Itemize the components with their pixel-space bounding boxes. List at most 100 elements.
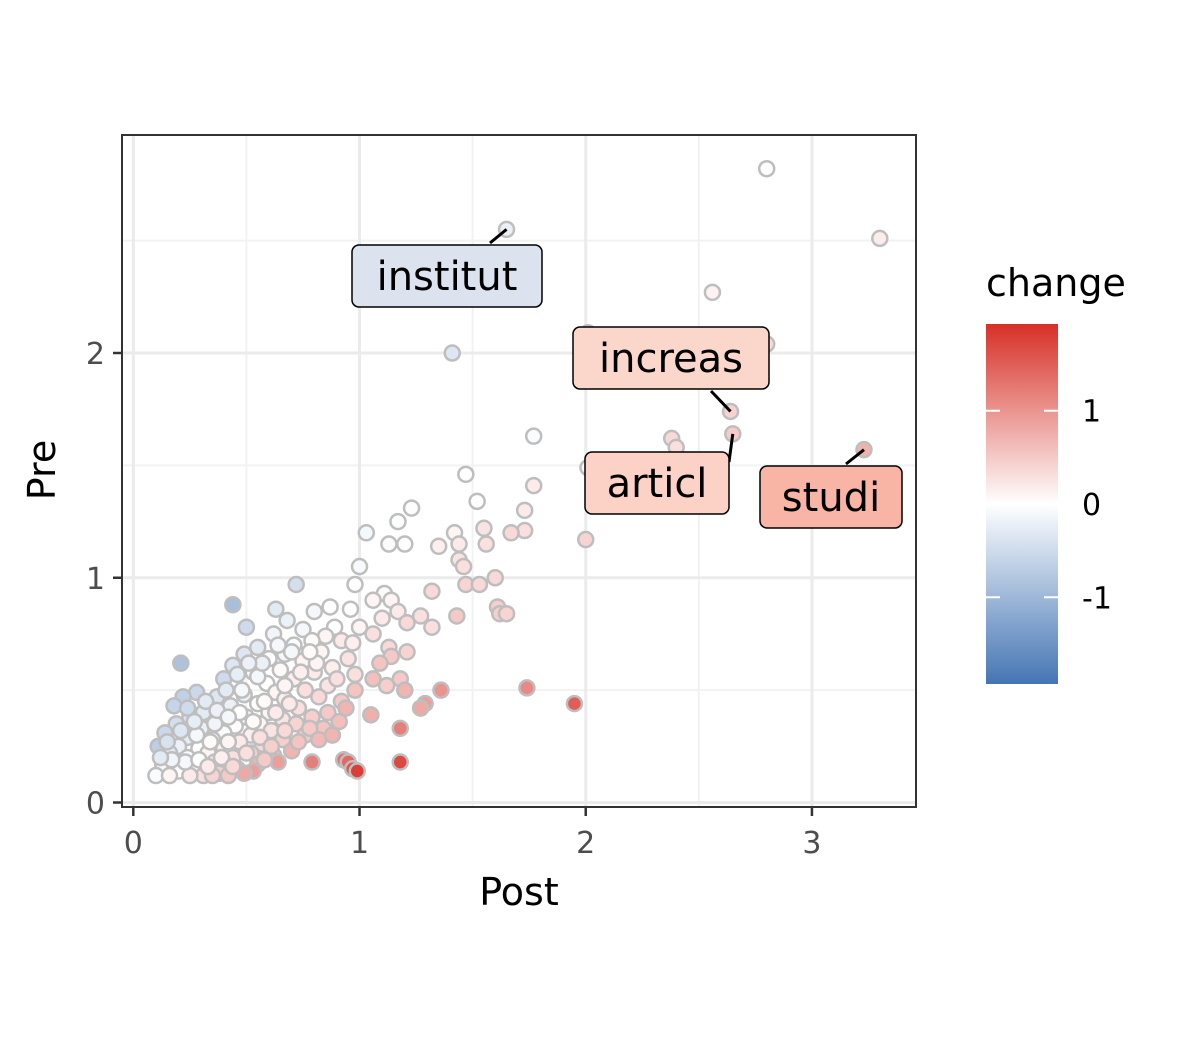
- legend-label: 1: [1082, 395, 1101, 430]
- data-point: [255, 692, 274, 711]
- data-point: [276, 721, 294, 740]
- data-point: [423, 582, 441, 600]
- data-point: [350, 557, 369, 576]
- data-point: [267, 600, 285, 618]
- data-point: [255, 751, 274, 769]
- data-point: [362, 706, 380, 724]
- data-point: [524, 427, 543, 445]
- data-point: [269, 636, 287, 654]
- data-point: [396, 681, 414, 699]
- data-point: [380, 535, 398, 553]
- data-point: [287, 575, 305, 594]
- data-point: [411, 699, 430, 717]
- data-point: [296, 681, 314, 699]
- data-point: [291, 663, 310, 681]
- data-point: [364, 591, 382, 609]
- annotation-connector: [489, 228, 508, 245]
- legend: change 1 0 -1: [986, 261, 1126, 684]
- annotation-box: [759, 465, 903, 529]
- data-point: [371, 654, 389, 672]
- data-point: [757, 159, 776, 178]
- data-point: [486, 569, 504, 587]
- data-point: [565, 694, 584, 713]
- annotation-box: [572, 326, 770, 390]
- data-point: [364, 625, 382, 643]
- y-tick-label: 1: [86, 562, 105, 597]
- data-point: [224, 595, 242, 614]
- data-point: [343, 634, 362, 652]
- data-point: [271, 661, 290, 679]
- annotation-articl: articl: [584, 433, 735, 515]
- data-point: [212, 748, 231, 767]
- data-point: [323, 726, 342, 744]
- data-point: [280, 694, 299, 713]
- data-point: [251, 728, 269, 747]
- data-point: [330, 712, 348, 731]
- data-point: [518, 679, 536, 697]
- data-point: [310, 688, 328, 706]
- data-point: [703, 283, 722, 302]
- y-axis-title: Pre: [20, 440, 64, 500]
- data-point: [158, 733, 176, 751]
- data-point: [350, 618, 369, 636]
- data-point: [341, 600, 360, 618]
- data-point: [432, 681, 450, 699]
- data-point: [319, 703, 337, 722]
- data-point: [457, 465, 475, 484]
- data-point: [217, 681, 235, 699]
- data-point: [448, 607, 466, 625]
- data-point: [396, 535, 414, 553]
- data-point: [228, 665, 247, 684]
- data-point: [348, 762, 367, 780]
- annotation-connector: [845, 448, 865, 466]
- annotation-label: articl: [607, 461, 708, 507]
- data-point: [196, 692, 215, 711]
- data-point: [364, 670, 382, 688]
- data-point: [199, 757, 217, 776]
- data-point: [289, 733, 308, 751]
- data-point: [423, 618, 441, 636]
- legend-ticks: 1 0 -1: [986, 395, 1112, 616]
- annotations: institut increas articl studi: [351, 228, 903, 529]
- panel-border: [121, 134, 917, 808]
- data-point: [172, 721, 190, 740]
- annotation-box: [351, 244, 543, 308]
- annotation-connector: [727, 433, 735, 463]
- data-point: [346, 575, 364, 594]
- annotation-connector: [709, 389, 732, 413]
- data-point: [402, 499, 421, 517]
- data-point: [391, 753, 409, 771]
- data-point: [282, 643, 301, 661]
- data-point: [346, 665, 364, 684]
- data-point: [248, 638, 267, 657]
- data-point: [454, 557, 473, 576]
- data-point: [450, 535, 468, 553]
- annotation-label: institut: [377, 254, 518, 300]
- data-point: [477, 535, 495, 553]
- annotation-label: studi: [782, 475, 880, 521]
- data-point: [185, 712, 204, 731]
- data-point: [178, 699, 197, 717]
- data-point: [233, 681, 251, 699]
- annotation-studi: studi: [759, 448, 903, 529]
- axes: 0 1 2 3 0 1 2: [86, 337, 822, 861]
- data-point: [301, 719, 319, 738]
- data-point: [219, 733, 238, 751]
- data-point: [389, 512, 407, 531]
- y-tick-label: 0: [86, 787, 105, 822]
- x-tick-label: 1: [350, 826, 369, 861]
- data-point: [303, 753, 321, 771]
- data-point: [339, 649, 357, 668]
- data-point: [237, 744, 256, 762]
- data-point: [391, 719, 409, 738]
- annotation-label: increas: [599, 336, 743, 382]
- data-point: [337, 699, 355, 717]
- data-point: [524, 476, 543, 495]
- y-tick-label: 2: [86, 337, 105, 372]
- data-point: [398, 613, 416, 632]
- data-point: [239, 654, 258, 672]
- data-point: [443, 344, 462, 362]
- points: [147, 159, 889, 785]
- data-point: [377, 676, 396, 695]
